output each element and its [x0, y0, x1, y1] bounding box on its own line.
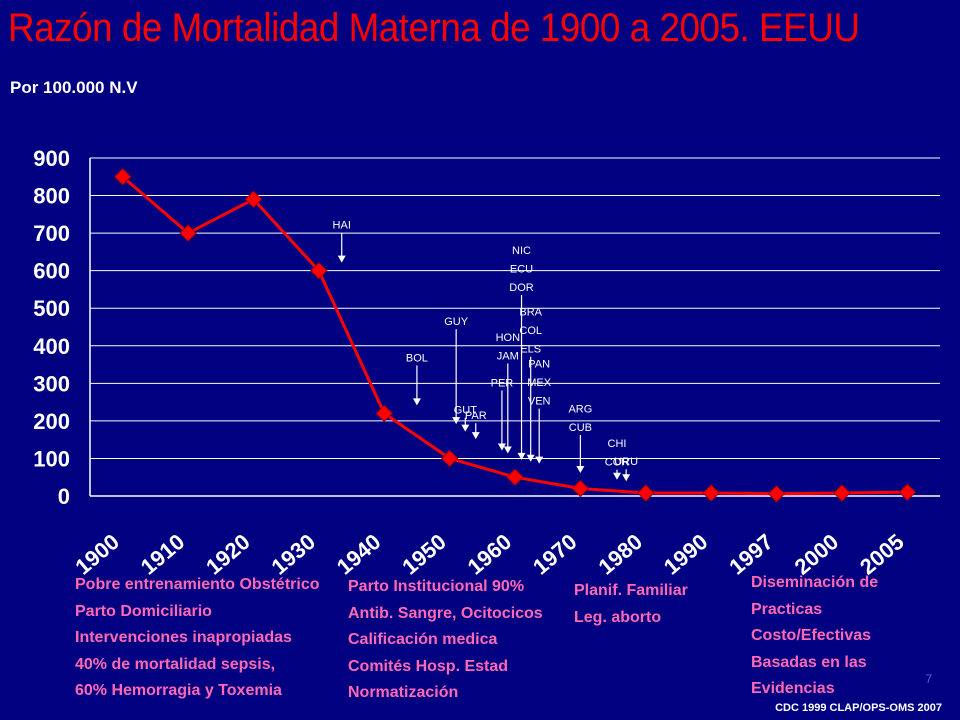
- annotation-label: CHI: [608, 438, 627, 450]
- note-line: Costo/Efectivas: [751, 627, 872, 644]
- annotation-label: HON: [496, 332, 521, 344]
- note-mid-era: Parto Institucional 90% Antib. Sangre, O…: [348, 574, 543, 707]
- source-footer: CDC 1999 CLAP/OPS-OMS 2007: [775, 702, 942, 714]
- y-tick-label: 100: [33, 446, 70, 471]
- y-tick-label: 600: [33, 259, 70, 284]
- data-point: [833, 484, 851, 502]
- data-point: [506, 468, 524, 486]
- annotation-label: BRA: [519, 307, 542, 319]
- annotation-label: URU: [614, 456, 638, 468]
- page-number: 7: [925, 672, 932, 686]
- annotation-arrowhead: [412, 398, 421, 406]
- note-line: Diseminación de: [751, 574, 879, 591]
- annotation-arrowhead: [471, 432, 480, 440]
- note-line: Practicas: [751, 600, 823, 618]
- data-point: [310, 261, 328, 280]
- x-tick-label: 1940: [332, 529, 386, 580]
- y-tick-label: 500: [33, 296, 70, 321]
- data-point: [637, 484, 655, 502]
- x-tick-label: 1970: [528, 529, 582, 580]
- data-point: [244, 190, 263, 209]
- y-tick-label: 900: [33, 146, 70, 171]
- slide-subtitle: Por 100.000 N.V: [10, 78, 138, 97]
- data-point: [440, 449, 459, 468]
- annotation-label: JAM: [497, 350, 519, 362]
- annotation-arrowhead: [452, 417, 461, 425]
- annotation-label: ECU: [510, 263, 533, 275]
- y-tick-label: 700: [33, 221, 70, 246]
- annotation-label: HAI: [333, 220, 351, 232]
- annotation-label: GUY: [444, 316, 469, 328]
- annotation-arrowhead: [622, 474, 631, 482]
- annotation-label: NIC: [512, 245, 531, 257]
- note-line: Parto Domiciliario: [75, 602, 212, 620]
- annotation-label: ELS: [520, 344, 541, 356]
- annotation-arrowhead: [503, 446, 512, 454]
- x-tick-label: 1980: [593, 529, 647, 580]
- x-tick-label: 1950: [397, 529, 451, 580]
- note-line: 60% Hemorragia y Toxemia: [75, 682, 282, 699]
- data-point: [375, 404, 393, 423]
- annotation-label: MEX: [527, 377, 552, 389]
- note-line: Parto Institucional 90%: [348, 578, 525, 595]
- note-line: Comités Hosp. Estad: [348, 657, 509, 675]
- note-early-era: Pobre entrenamiento Obstétrico Parto Dom…: [75, 572, 320, 705]
- annotation-label: CUB: [569, 422, 592, 434]
- annotation-arrowhead: [613, 472, 621, 480]
- annotation-label: BOL: [406, 352, 428, 364]
- annotation-arrowhead: [535, 456, 544, 464]
- x-tick-label: 1960: [463, 529, 517, 580]
- y-tick-label: 400: [33, 334, 70, 359]
- annotation-arrowhead: [517, 452, 526, 460]
- y-tick-label: 300: [33, 371, 70, 396]
- y-tick-label: 800: [33, 184, 70, 209]
- note-line: Basadas en las: [751, 653, 867, 671]
- annotation-arrowhead: [526, 454, 535, 462]
- annotation-label: GUT: [454, 405, 478, 417]
- note-line: Planif. Familiar: [574, 582, 688, 599]
- note-family-planning: Planif. Familiar Leg. aborto: [574, 578, 688, 631]
- note-line: Antib. Sangre, Ocitocicos: [348, 604, 543, 622]
- note-line: Evidencias: [751, 680, 835, 697]
- slide-title: Razón de Mortalidad Materna de 1900 a 20…: [8, 6, 860, 50]
- note-line: 40% de mortalidad sepsis,: [75, 655, 276, 673]
- annotation-label: VEN: [528, 396, 551, 408]
- note-line: Normatización: [348, 684, 459, 701]
- note-line: Leg. aborto: [574, 608, 662, 626]
- note-evidence-based: Diseminación de Practicas Costo/Efectiva…: [751, 570, 878, 703]
- data-point: [767, 485, 786, 503]
- annotation-label: PAR: [465, 410, 487, 422]
- data-point: [702, 484, 720, 502]
- note-line: Calificación medica: [348, 631, 498, 648]
- annotation-arrowhead: [576, 465, 585, 473]
- annotation-label: DOR: [509, 282, 534, 294]
- note-line: Intervenciones inapropiadas: [75, 629, 292, 646]
- y-tick-label: 0: [58, 484, 70, 509]
- data-point: [113, 168, 132, 186]
- x-tick-label: 1990: [659, 529, 713, 580]
- annotation-label: ARG: [568, 403, 592, 415]
- annotation-arrowhead: [337, 255, 346, 263]
- note-line: Pobre entrenamiento Obstétrico: [75, 576, 320, 593]
- data-point: [898, 483, 917, 501]
- annotation-label: COL: [519, 325, 542, 337]
- annotation-arrowhead: [497, 443, 506, 451]
- data-point: [179, 224, 197, 242]
- annotation-label: PER: [491, 377, 514, 389]
- annotation-label: COR: [605, 457, 630, 469]
- y-tick-label: 200: [33, 409, 70, 434]
- data-point: [571, 479, 590, 498]
- annotation-arrowhead: [461, 424, 470, 432]
- annotation-label: PAN: [528, 359, 550, 371]
